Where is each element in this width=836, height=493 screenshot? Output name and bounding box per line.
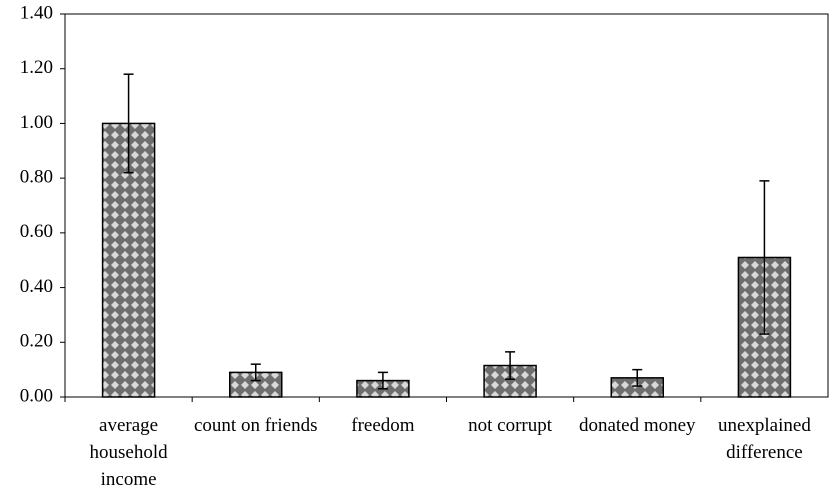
x-tick-label: freedom [351, 415, 415, 436]
x-tick-label: not corrupt [468, 415, 553, 436]
x-tick-label: count on friends [194, 415, 318, 436]
y-tick-label: 0.00 [20, 385, 53, 406]
y-tick-label: 0.60 [20, 221, 53, 242]
plot-frame [64, 13, 829, 398]
y-tick-label: 1.20 [20, 57, 53, 78]
x-tick-label: unexplained difference [717, 415, 811, 463]
x-tick-label: donated money [578, 415, 696, 436]
y-tick-label: 1.00 [20, 112, 53, 133]
y-tick-label: 1.40 [20, 2, 53, 23]
y-tick-label: 0.20 [20, 331, 53, 352]
x-tick-label: average household income [89, 415, 168, 490]
y-tick-label: 0.40 [20, 276, 53, 297]
y-tick-label: 0.80 [20, 167, 53, 188]
